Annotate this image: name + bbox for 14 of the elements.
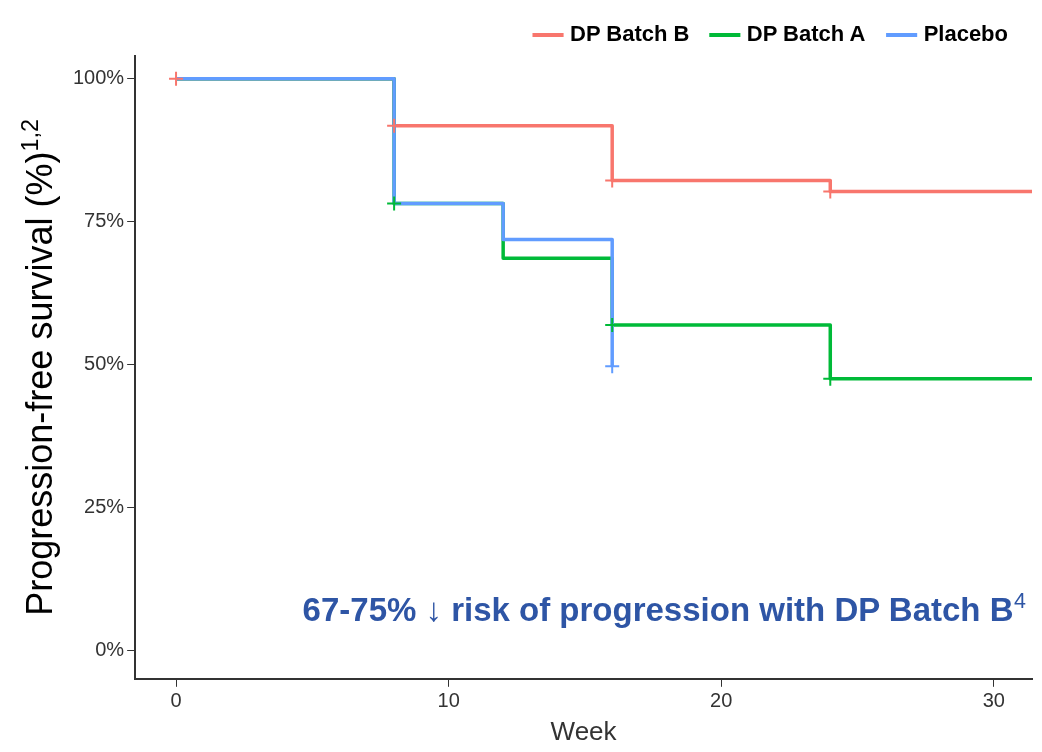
- y-axis-title: Progression-free survival (%)1,2: [16, 119, 60, 616]
- y-tick-label: 100%: [73, 66, 125, 89]
- x-tick-label: 10: [437, 689, 460, 712]
- y-tick-label: 0%: [95, 637, 125, 660]
- x-tick-label: 0: [170, 689, 182, 712]
- y-tick-label: 50%: [84, 352, 125, 375]
- y-tick-label: 75%: [84, 209, 125, 232]
- legend-label: Placebo: [923, 21, 1009, 47]
- x-tick-label: 20: [710, 689, 733, 712]
- x-tick-label: 30: [982, 689, 1005, 712]
- y-tick-label: 25%: [84, 494, 125, 517]
- x-axis-title: Week: [550, 715, 618, 746]
- legend-label: DP Batch B: [570, 21, 690, 47]
- legend-label: DP Batch A: [746, 21, 866, 47]
